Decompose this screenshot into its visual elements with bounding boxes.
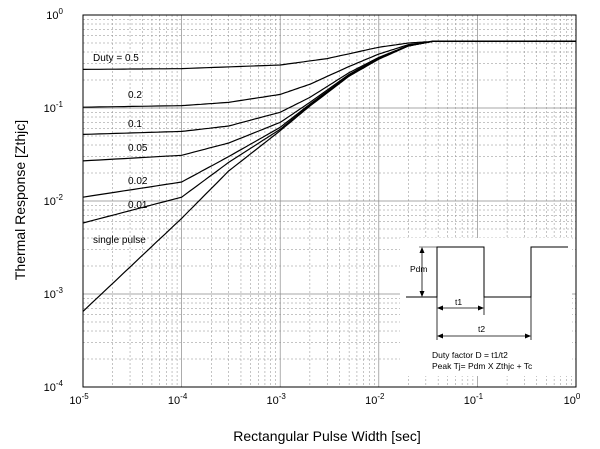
pdm-label: Pdm bbox=[410, 264, 427, 274]
pulse-diagram-inset: Pdm t1 t2 Duty factor D = t1/t2 Peak Tj=… bbox=[400, 238, 572, 376]
x-tick-label: 10-3 bbox=[267, 392, 287, 407]
inset-background bbox=[400, 238, 572, 376]
peak-tj-text: Peak Tj= Pdm X Zthjc + Tc bbox=[432, 361, 533, 371]
curve-label: 0.05 bbox=[128, 143, 148, 154]
y-tick-label: 10-4 bbox=[44, 379, 64, 394]
t2-arrow-right bbox=[525, 333, 531, 339]
duty-factor-text: Duty factor D = t1/t2 bbox=[432, 350, 508, 360]
series-line-0-2 bbox=[82, 40, 576, 108]
t2-arrow-left bbox=[437, 333, 443, 339]
curve-label-layer: Duty = 0.5 0.2 0.1 0.05 0.02 0.01 single pulse bbox=[93, 53, 148, 246]
y-tick-label: 10-3 bbox=[44, 286, 64, 301]
curve-label: 0.02 bbox=[128, 176, 148, 187]
y-axis-title: Thermal Response [Zthjc] bbox=[12, 120, 28, 280]
curve-label: single pulse bbox=[93, 235, 146, 246]
x-axis-title: Rectangular Pulse Width [sec] bbox=[233, 428, 421, 444]
plot-frame bbox=[82, 14, 577, 388]
curve-label: 0.1 bbox=[128, 119, 142, 130]
pulse-waveform bbox=[406, 246, 568, 298]
tick-label-layer: 10-5 10-4 10-3 10-2 10-1 100 10-4 10-3 10-2 10-1 1… bbox=[44, 7, 581, 407]
t1-label: t1 bbox=[455, 297, 462, 307]
x-tick-label: 10-2 bbox=[365, 392, 385, 407]
pdm-arrow-down bbox=[419, 291, 425, 297]
curve-label: Duty = 0.5 bbox=[93, 53, 139, 64]
x-tick-label: 10-4 bbox=[168, 392, 188, 407]
x-tick-label: 10-1 bbox=[464, 392, 484, 407]
series-layer bbox=[82, 40, 576, 312]
series-line-0-02 bbox=[82, 40, 576, 198]
y-tick-label: 10-1 bbox=[44, 100, 64, 115]
t1-arrow-right bbox=[478, 305, 484, 311]
x-tick-label: 10-5 bbox=[69, 392, 89, 407]
series-line-single-pulse bbox=[82, 40, 576, 312]
t2-label: t2 bbox=[478, 324, 485, 334]
curve-label: 0.01 bbox=[128, 200, 148, 211]
t1-arrow-left bbox=[437, 305, 443, 311]
curve-label: 0.2 bbox=[128, 90, 142, 101]
series-line-0-05 bbox=[82, 40, 576, 162]
y-tick-label: 10-2 bbox=[44, 193, 64, 208]
y-tick-label: 100 bbox=[46, 7, 63, 22]
pdm-arrow-up bbox=[419, 247, 425, 253]
x-tick-label: 100 bbox=[564, 392, 581, 407]
series-line-duty-0-5 bbox=[82, 40, 576, 70]
